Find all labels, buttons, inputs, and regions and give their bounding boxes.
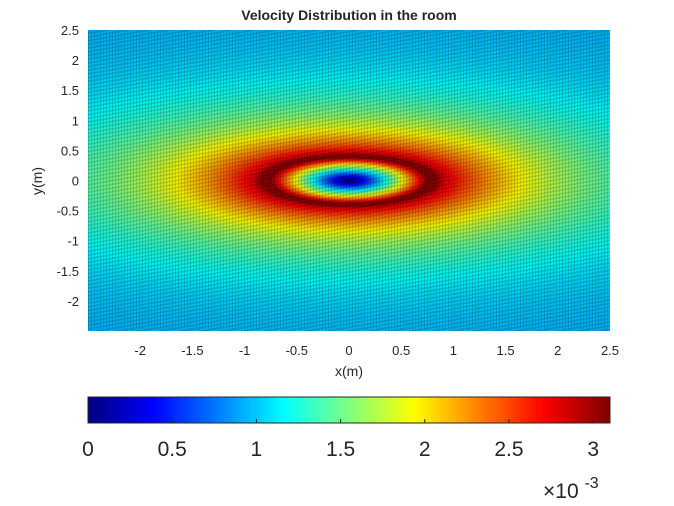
x-tick-label: 1: [450, 343, 457, 358]
x-tick-label: 0: [345, 343, 352, 358]
plot-area: [88, 30, 610, 331]
y-tick-label: -2: [67, 294, 79, 309]
colorbar: 0 0.5 1 1.5 2 2.5 3 ×10 -3: [82, 396, 611, 503]
colorbar-exponent-base: ×10: [543, 480, 579, 503]
colorbar-tick-label: 3: [587, 438, 599, 461]
colorbar-ticks: 0 0.5 1 1.5 2 2.5 3: [82, 419, 599, 461]
y-tick-label: 0: [72, 174, 79, 189]
y-tick-label: -0.5: [57, 204, 79, 219]
colorbar-tick-label: 2: [419, 438, 431, 461]
x-axis-label: x(m): [335, 363, 363, 379]
y-tick-label: -1.5: [57, 264, 79, 279]
x-tick-label: -1: [239, 343, 251, 358]
y-axis-label: y(m): [29, 167, 45, 195]
y-tick-label: 1: [72, 113, 79, 128]
x-tick-label: -0.5: [286, 343, 308, 358]
x-tick-label: 1.5: [497, 343, 515, 358]
colorbar-tick-label: 1: [251, 438, 263, 461]
y-tick-label: 2: [72, 53, 79, 68]
x-tick-label: 2: [554, 343, 561, 358]
y-axis-ticks: 2.5 2 1.5 1 0.5 0 -0.5 -1 -1.5 -2: [57, 23, 79, 309]
colorbar-tick-label: 0.5: [158, 438, 187, 461]
colorbar-frame: [87, 396, 611, 424]
colorbar-exponent-power: -3: [584, 475, 598, 492]
y-tick-label: -1: [67, 234, 79, 249]
colorbar-exponent-label: ×10 -3: [543, 475, 599, 503]
y-tick-label: 0.5: [61, 143, 79, 158]
y-tick-label: 2.5: [61, 23, 79, 38]
colorbar-tick-label: 0: [82, 438, 94, 461]
x-axis-ticks: -2 -1.5 -1 -0.5 0 0.5 1 1.5 2 2.5: [134, 343, 619, 358]
x-tick-label: -2: [134, 343, 146, 358]
colorbar-tick-label: 1.5: [326, 438, 355, 461]
x-tick-label: 2.5: [601, 343, 619, 358]
velocity-heatmap: [88, 30, 610, 331]
x-tick-label: 0.5: [392, 343, 410, 358]
chart-title: Velocity Distribution in the room: [241, 7, 456, 23]
colorbar-tick-label: 2.5: [494, 438, 523, 461]
y-tick-label: 1.5: [61, 83, 79, 98]
x-tick-label: -1.5: [181, 343, 203, 358]
colorbar-gradient: [88, 397, 610, 423]
